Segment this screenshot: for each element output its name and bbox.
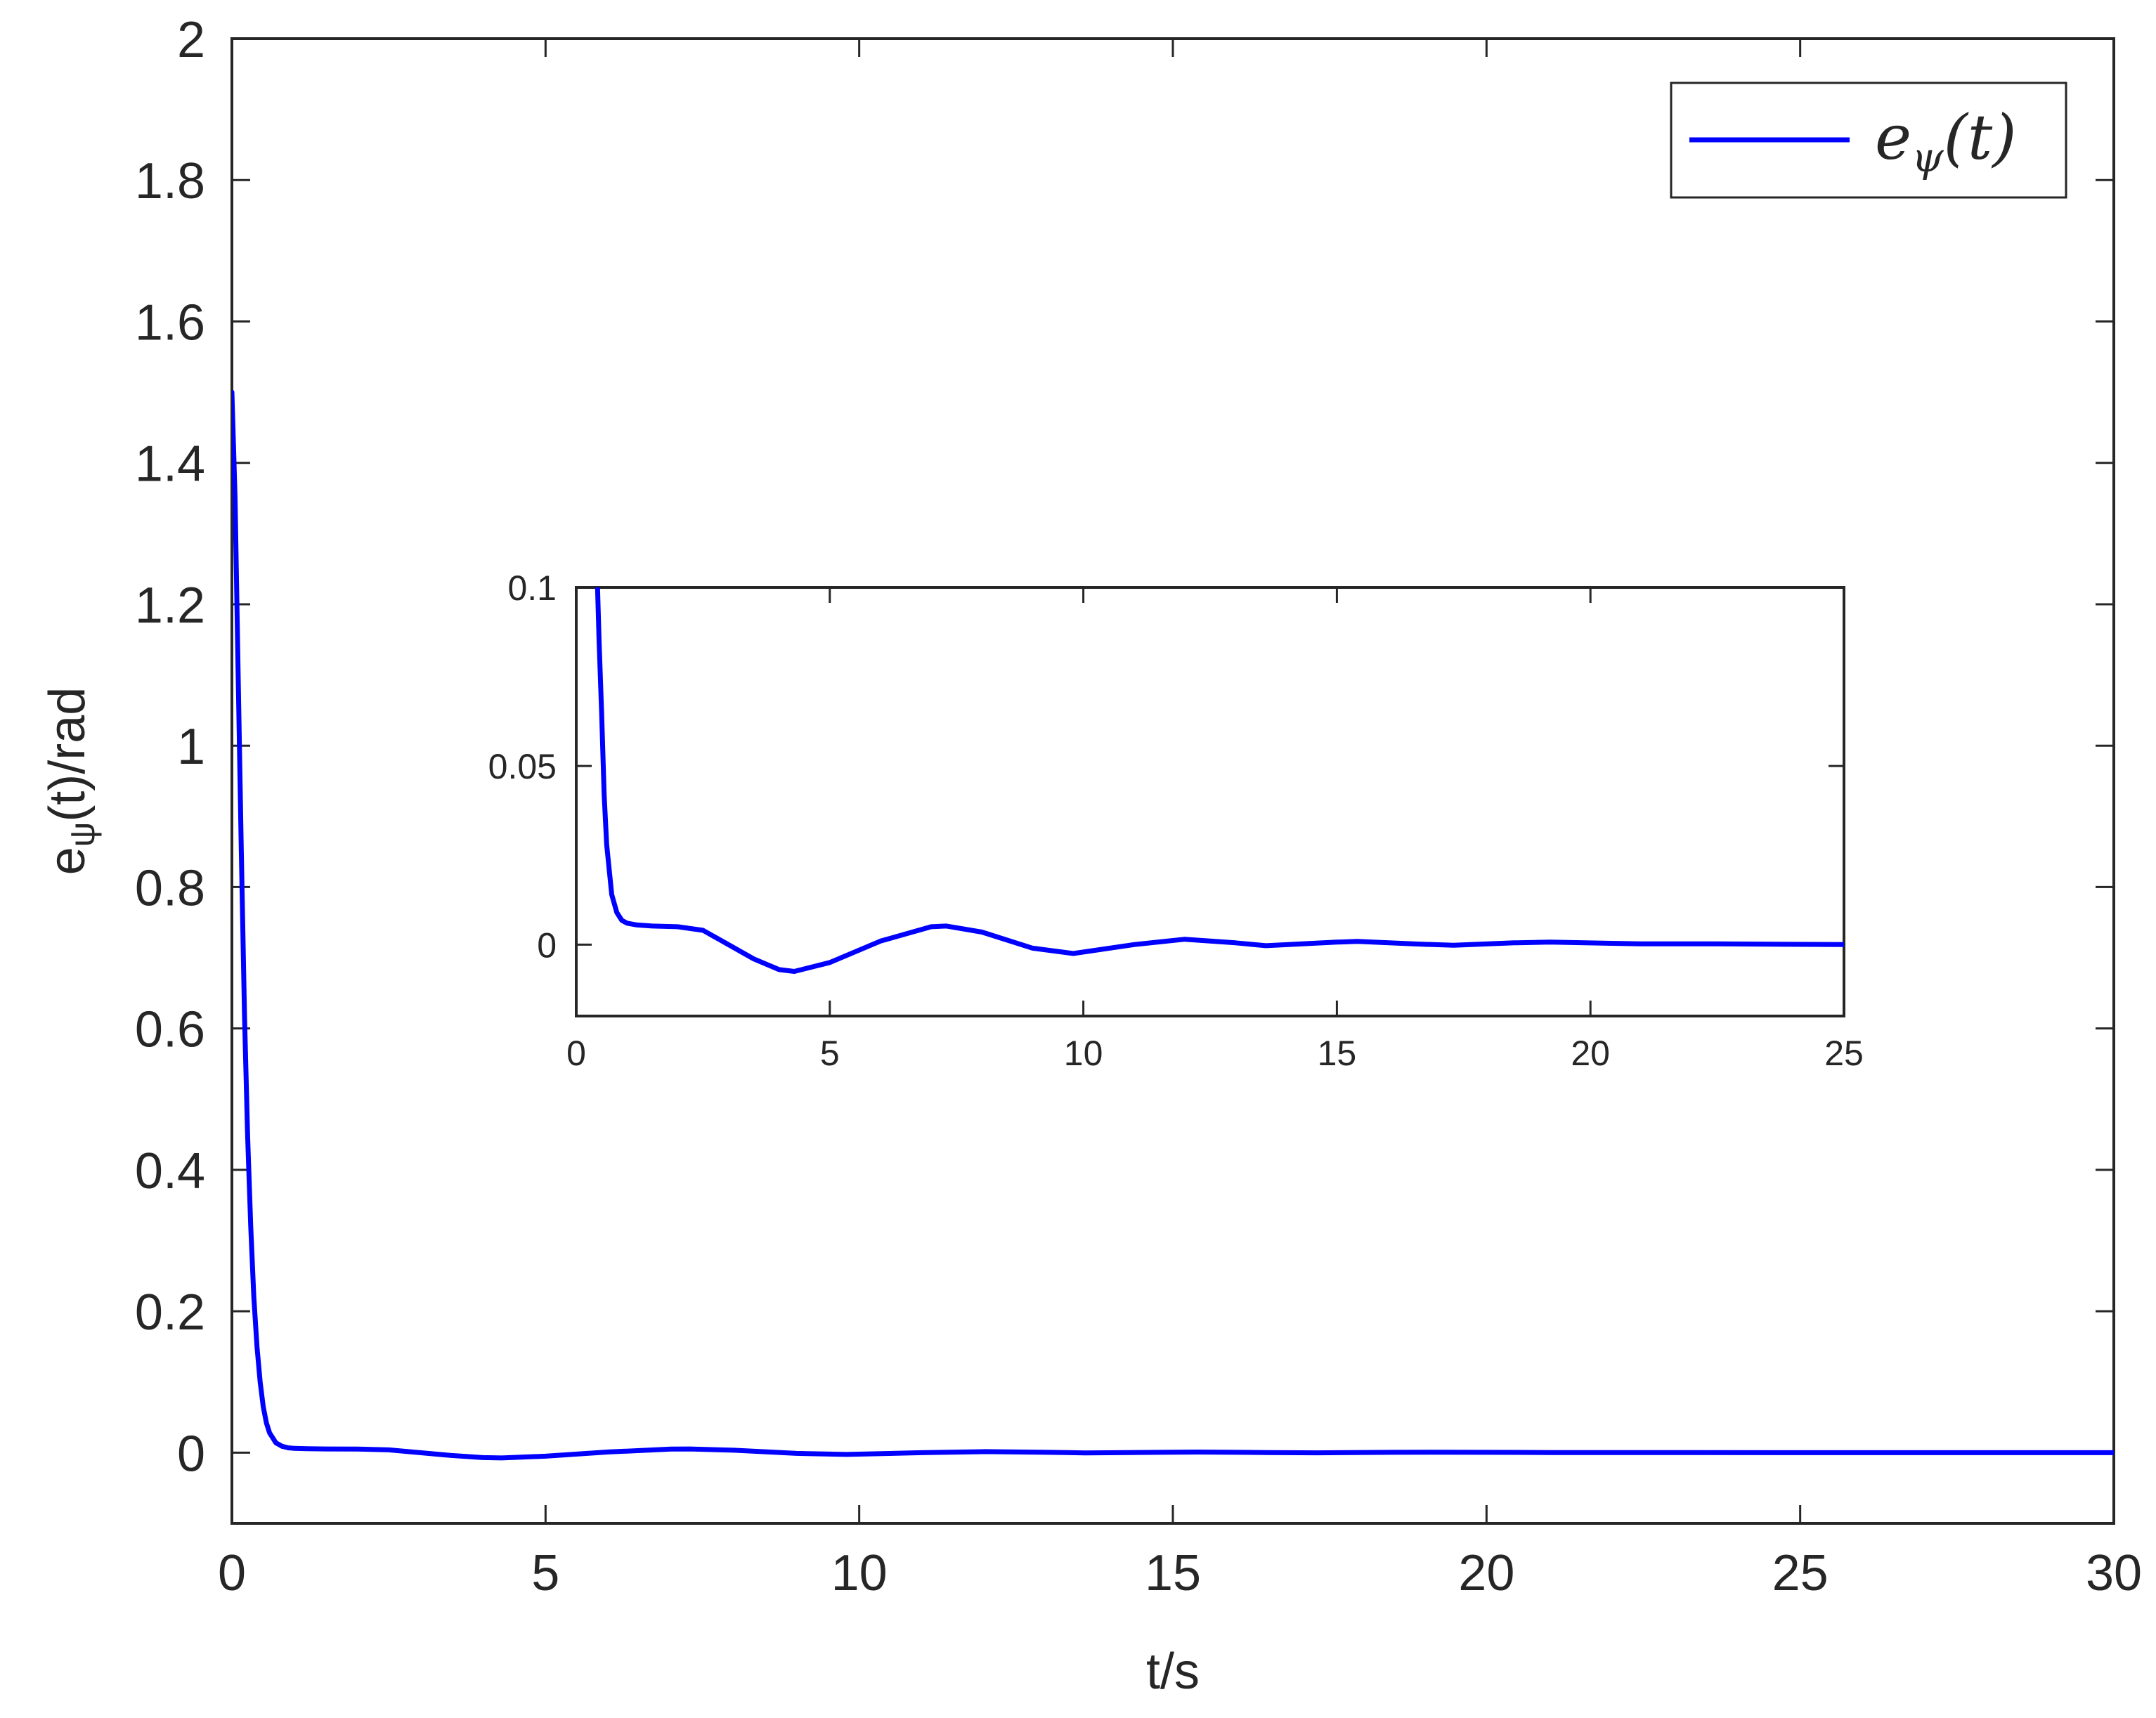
y-axis-label-base: e [39, 847, 96, 875]
y-axis-label-subscript: ψ [63, 822, 102, 847]
legend-label-subscript: ψ [1911, 134, 1944, 181]
main-y-ticks: 0 0.2 0.4 0.6 0.8 1 1.2 1.4 1.6 1.8 2 [135, 12, 2114, 1482]
main-x-ticks: 0 5 10 15 20 25 30 [218, 39, 2142, 1601]
inset-y-tick-label: 0.1 [507, 568, 557, 608]
main-y-tick-label: 1.8 [135, 153, 205, 209]
inset-axes: 0 5 10 15 20 25 0 0.05 0.1 [488, 568, 1864, 1073]
y-axis-label-rest: (t)/rad [39, 687, 96, 822]
inset-x-tick-label: 15 [1318, 1034, 1357, 1073]
x-axis-label: t/s [1146, 1644, 1200, 1700]
inset-x-tick-label: 0 [566, 1034, 586, 1073]
main-y-tick-label: 1.6 [135, 294, 205, 351]
legend-entry-label: eψ(t) [1875, 101, 2017, 181]
legend-label-rest: (t) [1944, 101, 2017, 174]
inset-y-tick-label: 0 [537, 925, 557, 965]
inset-y-ticks: 0 0.05 0.1 [488, 568, 1844, 965]
main-x-tick-label: 0 [218, 1545, 246, 1601]
main-y-tick-label: 0 [177, 1426, 205, 1482]
main-x-tick-label: 15 [1145, 1545, 1201, 1601]
main-x-tick-label: 25 [1772, 1545, 1829, 1601]
main-x-tick-label: 30 [2086, 1545, 2142, 1601]
main-x-tick-label: 10 [831, 1545, 888, 1601]
inset-series-line [595, 587, 1844, 974]
main-x-tick-label: 5 [531, 1545, 559, 1601]
main-y-tick-label: 1.2 [135, 578, 205, 634]
main-x-tick-label: 20 [1458, 1545, 1514, 1601]
main-y-tick-label: 2 [177, 12, 205, 68]
inset-x-tick-label: 20 [1571, 1034, 1610, 1073]
legend: eψ(t) [1670, 82, 2067, 199]
main-y-tick-label: 0.6 [135, 1002, 205, 1058]
main-y-tick-label: 1 [177, 719, 205, 775]
inset-series-group [595, 587, 1844, 974]
main-y-tick-label: 1.4 [135, 436, 205, 493]
main-series-group [232, 389, 2114, 1461]
main-y-tick-label: 0.2 [135, 1284, 205, 1341]
legend-label-base: e [1875, 101, 1911, 174]
inset-x-tick-label: 25 [1824, 1034, 1864, 1073]
inset-y-tick-label: 0.05 [488, 747, 557, 786]
inset-x-tick-label: 10 [1064, 1034, 1103, 1073]
inset-x-ticks: 0 5 10 15 20 25 [566, 587, 1864, 1073]
inset-plot-area [575, 586, 1845, 1017]
main-series-line [232, 389, 2114, 1461]
main-y-tick-label: 0.8 [135, 860, 205, 916]
y-axis-label: eψ(t)/rad [39, 687, 102, 876]
inset-x-tick-label: 5 [820, 1034, 840, 1073]
main-y-tick-label: 0.4 [135, 1143, 205, 1199]
